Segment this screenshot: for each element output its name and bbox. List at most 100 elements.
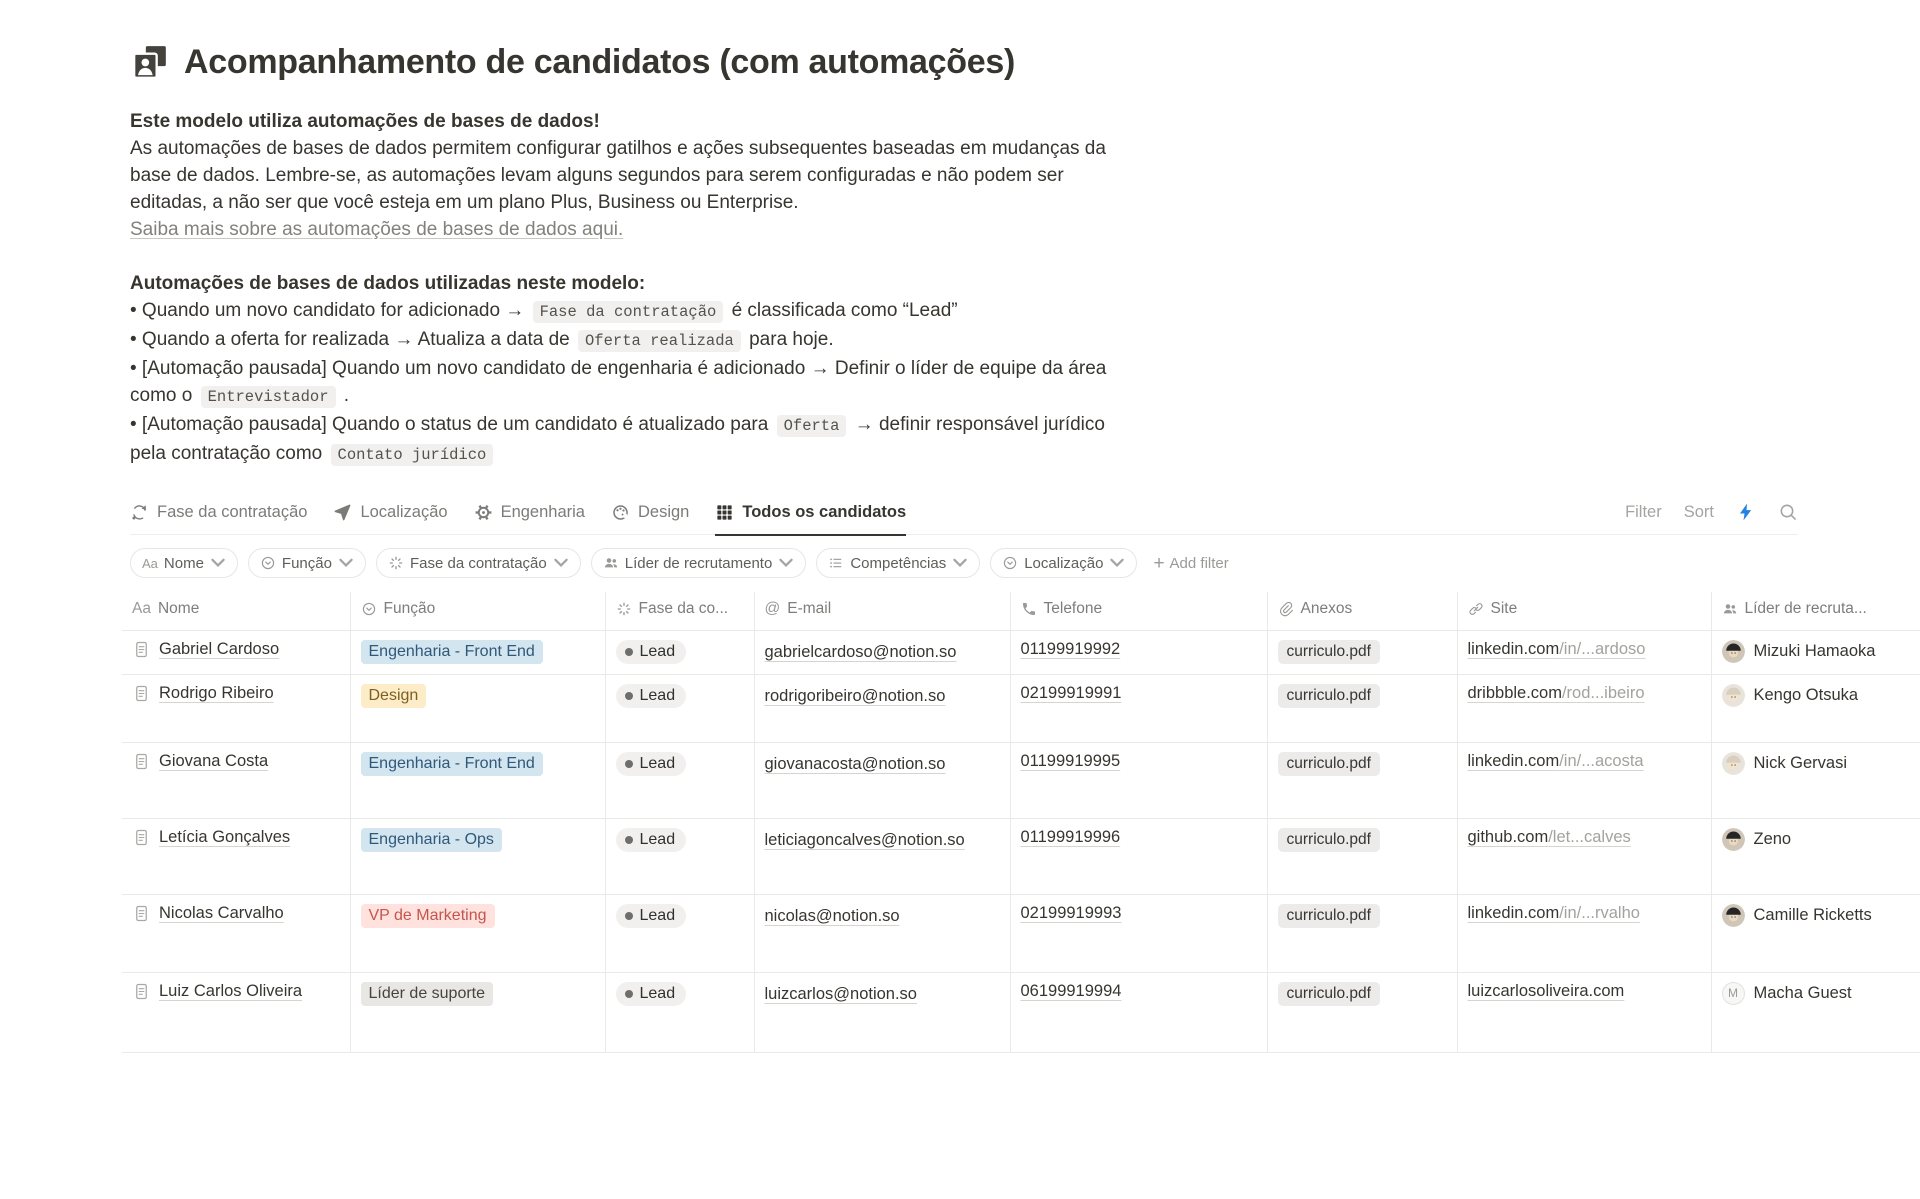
filter-chip-localizacao[interactable]: Localização	[990, 548, 1138, 578]
attachment-chip[interactable]: curriculo.pdf	[1277, 981, 1380, 1006]
cell-site[interactable]: linkedin.com/in/...rvalho	[1457, 894, 1712, 973]
lider-name: Kengo Otsuka	[1753, 685, 1859, 704]
cell-anexos[interactable]: curriculo.pdf	[1267, 630, 1458, 675]
tab-localizacao[interactable]: Localização	[333, 503, 448, 535]
cell-email[interactable]: gabrielcardoso@notion.so	[754, 630, 1011, 675]
cell-site[interactable]: luizcarlosoliveira.com	[1457, 972, 1712, 1053]
avatar	[1721, 903, 1745, 927]
avatar	[1721, 639, 1745, 663]
select-icon	[261, 556, 275, 570]
cell-telefone[interactable]: 06199919994	[1010, 972, 1268, 1053]
page-icon	[136, 905, 147, 921]
column-header-fase[interactable]: Fase da co...	[605, 592, 755, 631]
add-filter-button[interactable]: + Add filter	[1153, 552, 1229, 574]
column-header-telefone[interactable]: Telefone	[1010, 592, 1268, 631]
automations-heading: Automações de bases de dados utilizadas …	[130, 273, 646, 294]
tab-fase-da-contratacao[interactable]: Fase da contratação	[130, 503, 307, 535]
attachment-chip[interactable]: curriculo.pdf	[1277, 903, 1380, 928]
search-icon[interactable]	[1778, 502, 1798, 522]
avatar	[1721, 751, 1745, 775]
attachment-chip[interactable]: curriculo.pdf	[1277, 639, 1380, 664]
cell-email[interactable]: nicolas@notion.so	[754, 894, 1011, 973]
contact-card-icon[interactable]	[130, 42, 170, 82]
cell-site[interactable]: dribbble.com/rod...ibeiro	[1457, 674, 1712, 743]
cell-lider[interactable]: Camille Ricketts	[1711, 894, 1920, 973]
cell-email[interactable]: rodrigoribeiro@notion.so	[754, 674, 1011, 743]
cell-lider[interactable]: Zeno	[1711, 818, 1920, 895]
cell-email[interactable]: leticiagoncalves@notion.so	[754, 818, 1011, 895]
cell-funcao[interactable]: Líder de suporte	[350, 972, 606, 1053]
tab-engenharia[interactable]: Engenharia	[474, 503, 585, 535]
cell-nome[interactable]: Luiz Carlos Oliveira	[122, 972, 351, 1053]
cell-site[interactable]: linkedin.com/in/...ardoso	[1457, 630, 1712, 675]
cell-telefone[interactable]: 01199919996	[1010, 818, 1268, 895]
column-header-site[interactable]: Site	[1457, 592, 1712, 631]
cell-anexos[interactable]: curriculo.pdf	[1267, 894, 1458, 973]
cell-funcao[interactable]: VP de Marketing	[350, 894, 606, 973]
cell-email[interactable]: giovanacosta@notion.so	[754, 742, 1011, 819]
text-icon: Aa	[142, 555, 158, 571]
cell-nome[interactable]: Rodrigo Ribeiro	[122, 674, 351, 743]
cell-anexos[interactable]: curriculo.pdf	[1267, 972, 1458, 1053]
filter-button[interactable]: Filter	[1625, 502, 1662, 521]
funcao-tag: Líder de suporte	[360, 981, 494, 1006]
filter-chip-lider-de-recrutamento[interactable]: Líder de recrutamento	[590, 548, 807, 578]
column-header-nome[interactable]: Aa Nome	[122, 592, 351, 631]
cell-telefone[interactable]: 02199919993	[1010, 894, 1268, 973]
cell-anexos[interactable]: curriculo.pdf	[1267, 674, 1458, 743]
cell-site[interactable]: github.com/let...calves	[1457, 818, 1712, 895]
tab-design[interactable]: Design	[611, 503, 689, 535]
tab-todos-os-candidatos[interactable]: Todos os candidatos	[715, 503, 907, 536]
column-header-anexos[interactable]: Anexos	[1267, 592, 1458, 631]
email-value: gabrielcardoso@notion.so	[764, 642, 957, 661]
multi-select-icon	[830, 558, 842, 568]
filter-chip-nome[interactable]: Aa Nome	[130, 548, 238, 578]
filter-chip-fase-da-contratacao[interactable]: Fase da contratação	[375, 548, 581, 578]
funcao-tag: Design	[360, 683, 427, 708]
cell-email[interactable]: luizcarlos@notion.so	[754, 972, 1011, 1053]
cell-anexos[interactable]: curriculo.pdf	[1267, 818, 1458, 895]
cell-nome[interactable]: Nicolas Carvalho	[122, 894, 351, 973]
attachment-chip[interactable]: curriculo.pdf	[1277, 827, 1380, 852]
cell-fase[interactable]: Lead	[605, 630, 755, 675]
attachment-chip[interactable]: curriculo.pdf	[1277, 751, 1380, 776]
column-header-email[interactable]: @ E-mail	[754, 592, 1011, 631]
cell-fase[interactable]: Lead	[605, 742, 755, 819]
filter-chip-competencias[interactable]: Competências	[816, 548, 981, 578]
sort-button[interactable]: Sort	[1683, 502, 1714, 521]
cell-lider[interactable]: M Macha Guest	[1711, 972, 1920, 1053]
cell-funcao[interactable]: Engenharia - Front End	[350, 742, 606, 819]
select-icon	[1004, 556, 1017, 570]
site-link: linkedin.com/in/...rvalho	[1467, 903, 1640, 922]
cell-telefone[interactable]: 02199919991	[1010, 674, 1268, 743]
cell-fase[interactable]: Lead	[605, 818, 755, 895]
cell-nome[interactable]: Letícia Gonçalves	[122, 818, 351, 895]
cell-telefone[interactable]: 01199919995	[1010, 742, 1268, 819]
cell-nome[interactable]: Gabriel Cardoso	[122, 630, 351, 675]
candidate-name: Rodrigo Ribeiro	[159, 683, 274, 702]
cell-funcao[interactable]: Engenharia - Ops	[350, 818, 606, 895]
learn-more-link[interactable]: Saiba mais sobre as automações de bases …	[130, 219, 624, 240]
column-header-funcao[interactable]: Função	[350, 592, 606, 631]
cell-lider[interactable]: Nick Gervasi	[1711, 742, 1920, 819]
cell-lider[interactable]: Kengo Otsuka	[1711, 674, 1920, 743]
cell-funcao[interactable]: Engenharia - Front End	[350, 630, 606, 675]
funcao-tag: VP de Marketing	[360, 903, 495, 928]
intro-line: As automações de bases de dados permitem…	[130, 138, 1106, 159]
status-icon	[389, 556, 403, 570]
attachment-chip[interactable]: curriculo.pdf	[1277, 683, 1380, 708]
column-header-lider[interactable]: Líder de recruta...	[1711, 592, 1920, 631]
cell-fase[interactable]: Lead	[605, 894, 755, 973]
cell-nome[interactable]: Giovana Costa	[122, 742, 351, 819]
cell-lider[interactable]: Mizuki Hamaoka	[1711, 630, 1920, 675]
cell-fase[interactable]: Lead	[605, 674, 755, 743]
cell-telefone[interactable]: 01199919992	[1010, 630, 1268, 675]
lightning-bolt-icon[interactable]	[1736, 502, 1756, 522]
chevron-down-icon	[554, 558, 568, 567]
fase-pill: Lead	[615, 827, 687, 852]
cell-fase[interactable]: Lead	[605, 972, 755, 1053]
cell-funcao[interactable]: Design	[350, 674, 606, 743]
filter-chip-funcao[interactable]: Função	[247, 548, 366, 578]
cell-site[interactable]: linkedin.com/in/...acosta	[1457, 742, 1712, 819]
cell-anexos[interactable]: curriculo.pdf	[1267, 742, 1458, 819]
